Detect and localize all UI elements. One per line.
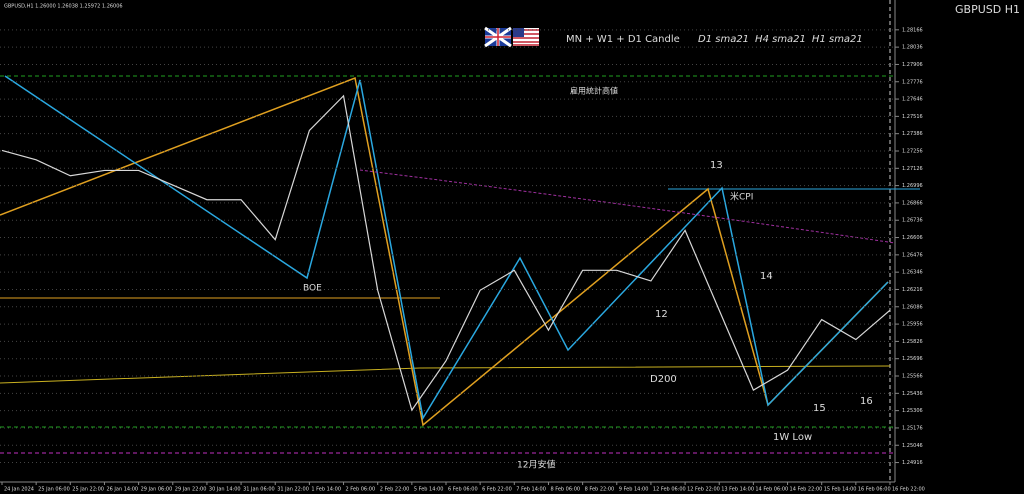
x-tick-label: 25 Jan 22:00 (72, 487, 104, 493)
x-tick-label: 8 Feb 22:00 (585, 487, 615, 493)
y-tick-label: 1.26736 (902, 218, 923, 224)
annotation: 14 (760, 271, 773, 282)
x-tick-label: 16 Feb 22:00 (892, 487, 925, 493)
annotation: BOE (303, 284, 322, 294)
x-tick-label: 15 Feb 14:00 (824, 487, 857, 493)
sma-line (359, 169, 896, 244)
x-tick-label: 16 Feb 06:00 (858, 487, 891, 493)
chart-title: GBPUSD H1 (955, 3, 1020, 16)
x-tick-label: 12 Feb 22:00 (687, 487, 720, 493)
x-tick-label: 2 Feb 06:00 (346, 487, 376, 493)
y-tick-label: 1.28166 (902, 27, 923, 33)
legend-entry: H1 sma21 (812, 34, 863, 45)
x-tick-label: 8 Feb 06:00 (550, 487, 580, 493)
annotation: 15 (813, 403, 826, 414)
y-tick-label: 1.27386 (902, 131, 923, 137)
y-tick-label: 1.25566 (902, 374, 923, 380)
y-tick-label: 1.27906 (902, 62, 923, 68)
y-tick-label: 1.25176 (902, 425, 923, 431)
zigzag (4, 75, 889, 421)
x-tick-label: 2 Feb 22:00 (380, 487, 410, 493)
x-tick-label: 6 Feb 06:00 (448, 487, 478, 493)
y-tick-label: 1.25956 (902, 322, 923, 328)
x-tick-label: 30 Jan 14:00 (209, 487, 241, 493)
x-tick-label: 9 Feb 14:00 (619, 487, 649, 493)
us-flag-stripes (513, 29, 539, 46)
y-tick-label: 1.27256 (902, 148, 923, 154)
uk-flag-cross (485, 28, 511, 46)
y-tick-label: 1.27126 (902, 166, 923, 172)
x-tick-label: 25 Jan 06:00 (38, 487, 70, 493)
y-tick-label: 1.25826 (902, 339, 923, 345)
header: GBPUSD,H1 1.26000 1.26038 1.25972 1.2600… (4, 4, 123, 10)
x-tick-label: 6 Feb 22:00 (482, 487, 512, 493)
x-tick-label: 26 Jan 14:00 (106, 487, 138, 493)
x-tick-label: 31 Jan 22:00 (277, 487, 309, 493)
y-tick-label: 1.27776 (902, 79, 923, 85)
x-tick-label: 7 Feb 14:00 (516, 487, 546, 493)
annotation: 16 (860, 396, 873, 407)
y-tick-label: 1.26606 (902, 235, 923, 241)
annotation: 12月安値 (517, 459, 555, 471)
annotation: 13 (710, 160, 723, 171)
y-tick-label: 1.26216 (902, 287, 923, 293)
x-tick-label: 13 Feb 14:00 (721, 487, 754, 493)
x-tick-label: 29 Jan 06:00 (141, 487, 173, 493)
y-tick-label: 1.25046 (902, 443, 923, 449)
annotation: 1W Low (773, 432, 812, 443)
legend-entry: D1 sma21 (698, 34, 749, 45)
x-tick-label: 12 Feb 06:00 (653, 487, 686, 493)
y-tick-label: 1.26996 (902, 183, 923, 189)
y-tick-label: 1.27516 (902, 114, 923, 120)
d200-line (0, 365, 891, 384)
x-tick-label: 29 Jan 22:00 (175, 487, 207, 493)
y-tick-label: 1.26866 (902, 200, 923, 206)
y-tick-label: 1.25436 (902, 391, 923, 397)
y-tick-label: 1.25696 (902, 356, 923, 362)
annotation: 雇用統計高値 (570, 86, 618, 96)
us-flag-canton (513, 28, 524, 37)
x-tick-label: 31 Jan 06:00 (243, 487, 275, 493)
y-tick-label: 1.26476 (902, 252, 923, 258)
x-tick-label: 5 Feb 14:00 (414, 487, 444, 493)
y-tick-label: 1.26086 (902, 304, 923, 310)
x-tick-label: 24 Jan 2024 (4, 487, 34, 493)
y-tick-label: 1.28036 (902, 45, 923, 51)
legend-entry: H4 sma21 (755, 34, 806, 45)
y-tick-label: 1.27646 (902, 97, 923, 103)
x-tick-label: 14 Feb 06:00 (755, 487, 788, 493)
x-tick-label: 1 Feb 14:00 (311, 487, 341, 493)
annotation: 12 (655, 309, 668, 320)
price-line (1, 94, 891, 412)
y-tick-label: 1.24916 (902, 460, 923, 466)
y-tick-label: 1.26346 (902, 270, 923, 276)
legend-title: MN + W1 + D1 Candle (566, 34, 680, 45)
annotation: 米CPI (730, 191, 753, 203)
y-tick-label: 1.25306 (902, 408, 923, 414)
annotation: D200 (650, 374, 677, 385)
x-tick-label: 14 Feb 22:00 (790, 487, 823, 493)
